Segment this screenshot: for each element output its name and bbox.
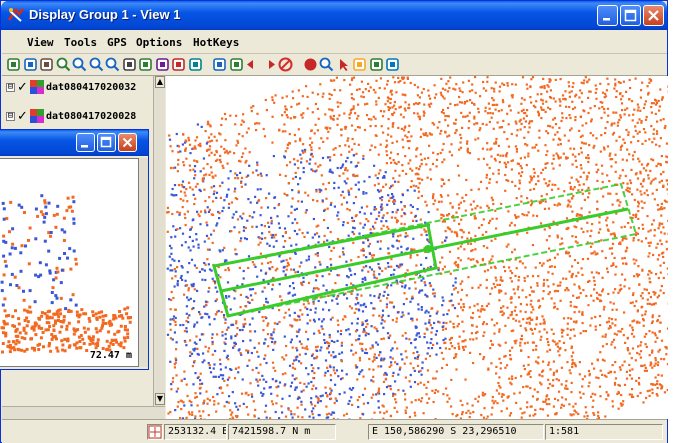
legend-icon[interactable]	[369, 57, 384, 72]
zoom-out-icon[interactable]	[89, 57, 104, 72]
northing-readout: 7421598.7 N m	[228, 424, 336, 440]
menu-gps[interactable]: GPS	[107, 36, 127, 49]
zoom-in-icon[interactable]	[72, 57, 87, 72]
map-view[interactable]	[166, 76, 668, 419]
close-icon	[648, 10, 659, 21]
crosshair-icon[interactable]	[147, 424, 163, 440]
cancel-redraw-icon[interactable]	[188, 57, 203, 72]
lidar-point-cloud[interactable]	[166, 76, 668, 419]
close-button[interactable]	[643, 5, 664, 26]
profile-window: 72.47 m	[0, 129, 149, 370]
menu-options[interactable]: Options	[136, 36, 183, 49]
menu-tools[interactable]: Tools	[64, 36, 98, 49]
minimize-icon	[81, 145, 88, 148]
menu-view[interactable]: View	[27, 36, 54, 49]
select-icon[interactable]	[6, 57, 21, 72]
profile-maximize-button[interactable]	[97, 133, 116, 152]
maximize-icon	[624, 9, 637, 22]
view-3d-icon[interactable]	[212, 57, 227, 72]
layer-row[interactable]: ⊟ ✓ dat080417020028	[6, 108, 136, 124]
maximize-icon	[100, 136, 112, 148]
layer-visible-checkbox[interactable]: ✓	[17, 108, 28, 124]
latlon-readout: E 150,586290 S 23,296510	[368, 424, 544, 440]
zoom-fit-icon[interactable]	[105, 57, 120, 72]
menu-hotkeys[interactable]: HotKeys	[193, 36, 240, 49]
magnify-icon[interactable]	[319, 57, 334, 72]
full-view-icon[interactable]	[122, 57, 137, 72]
app-icon	[7, 7, 24, 22]
profile-plot[interactable]: 72.47 m	[0, 158, 139, 367]
minimize-button[interactable]	[597, 5, 618, 26]
measure-icon[interactable]	[352, 57, 367, 72]
scroll-up-arrow-icon[interactable]: ▲	[155, 76, 165, 88]
toolbar	[2, 54, 667, 76]
zoom-box-icon[interactable]	[56, 57, 71, 72]
easting-readout: 253132.4 E	[164, 424, 227, 440]
grid-icon[interactable]	[385, 57, 400, 72]
minimize-icon	[603, 18, 610, 21]
profile-icon[interactable]	[229, 57, 244, 72]
layer-visible-checkbox[interactable]: ✓	[17, 79, 28, 95]
stop-icon[interactable]	[278, 57, 293, 72]
pointer-icon[interactable]	[336, 57, 351, 72]
profile-close-button[interactable]	[118, 133, 137, 152]
collapse-toggle[interactable]: ⊟	[6, 110, 15, 121]
layer-panel-vertical-scrollbar[interactable]: ▲ ▼	[153, 76, 165, 406]
redraw-icon[interactable]	[138, 57, 153, 72]
layer-type-icon	[30, 80, 44, 94]
profile-point-cloud	[0, 194, 132, 354]
layer-row[interactable]: ⊟ ✓ dat080417020032	[6, 79, 136, 95]
layer-type-icon	[30, 109, 44, 123]
forward-icon[interactable]	[262, 57, 277, 72]
close-icon	[122, 137, 133, 148]
back-icon[interactable]	[245, 57, 260, 72]
profile-minimize-button[interactable]	[76, 133, 95, 152]
layer-name: dat080417020028	[46, 110, 137, 122]
profile-distance-label: 72.47 m	[89, 350, 132, 361]
menu-bar: View Tools GPS Options HotKeys	[2, 30, 667, 54]
layer-name: dat080417020032	[46, 81, 137, 93]
status-bar: 253132.4 E 7421598.7 N m E 150,586290 S …	[2, 419, 667, 443]
map-scale-readout[interactable]: 1:581	[545, 424, 663, 440]
title-bar[interactable]: Display Group 1 - View 1	[1, 1, 667, 30]
layer-panel-horizontal-scrollbar[interactable]	[2, 406, 165, 419]
window-title: Display Group 1 - View 1	[29, 7, 181, 22]
profile-vertical-scrollbar[interactable]	[139, 158, 148, 367]
scroll-down-arrow-icon[interactable]: ▼	[155, 393, 165, 405]
maximize-button[interactable]	[620, 5, 641, 26]
record-icon[interactable]	[303, 57, 318, 72]
pan-icon[interactable]	[39, 57, 54, 72]
layer-manager-icon[interactable]	[155, 57, 170, 72]
collapse-toggle[interactable]: ⊟	[6, 81, 15, 92]
gps-icon[interactable]	[171, 57, 186, 72]
layer-icon[interactable]	[23, 57, 38, 72]
profile-title-bar[interactable]	[0, 130, 148, 156]
